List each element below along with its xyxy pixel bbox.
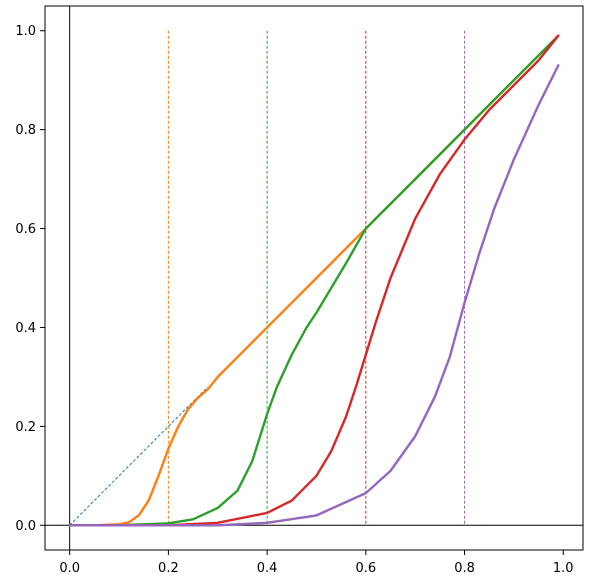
y-tick-label: 0.6 bbox=[15, 222, 36, 237]
x-tick-label: 0.6 bbox=[355, 561, 376, 576]
y-tick-label: 1.0 bbox=[15, 24, 36, 39]
x-tick-label: 1.0 bbox=[553, 561, 574, 576]
y-tick-label: 0.4 bbox=[15, 321, 36, 336]
x-tick-label: 0.4 bbox=[257, 561, 278, 576]
diagonal-reference-line bbox=[69, 386, 209, 526]
series-line-2 bbox=[68, 34, 560, 527]
y-tick-label: 0.2 bbox=[15, 420, 36, 435]
x-tick-label: 0.0 bbox=[59, 561, 80, 576]
x-tick-label: 0.2 bbox=[158, 561, 179, 576]
plot-area bbox=[44, 5, 584, 551]
x-tick-label: 0.8 bbox=[454, 561, 475, 576]
y-tick-label: 0.8 bbox=[15, 123, 36, 138]
y-tick-label: 0.0 bbox=[15, 519, 36, 534]
series-line-3 bbox=[68, 34, 560, 527]
series-line-4 bbox=[68, 64, 560, 527]
